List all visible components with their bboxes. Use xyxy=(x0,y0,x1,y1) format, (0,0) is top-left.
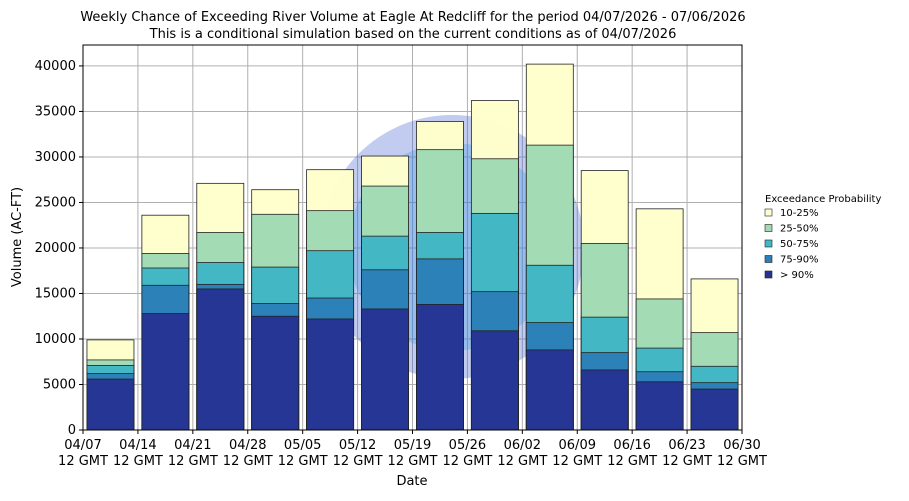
legend-entry-label: 50-75% xyxy=(780,239,819,250)
legend-entry-label: 75-90% xyxy=(780,255,819,266)
legend-entry-label: > 90% xyxy=(780,270,814,281)
x-tick-label: 04/28 xyxy=(229,438,266,453)
x-axis-label: Date xyxy=(396,474,427,489)
x-tick-label: 05/26 xyxy=(449,438,486,453)
bar-segment-90 xyxy=(306,318,355,431)
x-tick-sublabel: 12 GMT xyxy=(278,454,328,469)
x-tick-label: 06/02 xyxy=(504,438,541,453)
legend: Exceedance Probability 10-25% 25-50% 50-75… xyxy=(764,194,881,281)
legend-swatch xyxy=(764,208,773,217)
legend-swatch xyxy=(764,270,773,279)
y-tick-label: 35000 xyxy=(35,104,76,119)
legend-swatch xyxy=(764,224,773,232)
y-tick-label: 10000 xyxy=(35,332,76,347)
bar-segment-90 xyxy=(470,330,519,431)
x-tick-label: 06/30 xyxy=(723,438,760,453)
x-tick-label: 04/21 xyxy=(174,438,211,453)
x-tick-sublabel: 12 GMT xyxy=(717,454,767,469)
x-tick-sublabel: 12 GMT xyxy=(497,454,547,469)
bar-segment-90 xyxy=(251,315,300,431)
chart-subtitle: This is a conditional simulation based o… xyxy=(149,27,677,42)
plot-frame xyxy=(82,44,743,431)
x-tick-label: 06/23 xyxy=(668,438,705,453)
x-tick-label: 06/09 xyxy=(559,438,596,453)
legend-entry-label: 10-25% xyxy=(780,208,819,219)
x-tick-sublabel: 12 GMT xyxy=(168,454,218,469)
legend-title: Exceedance Probability xyxy=(765,194,881,205)
x-tick-sublabel: 12 GMT xyxy=(552,454,602,469)
bar-segment-90 xyxy=(416,303,464,431)
bar-segment-90 xyxy=(580,369,629,431)
x-tick-sublabel: 12 GMT xyxy=(113,454,163,469)
bar-segment-90 xyxy=(525,349,574,431)
y-tick-label: 25000 xyxy=(35,195,76,210)
x-tick-sublabel: 12 GMT xyxy=(607,454,657,469)
bar-segment-90 xyxy=(635,381,684,431)
x-tick-sublabel: 12 GMT xyxy=(662,454,712,469)
x-tick-label: 04/07 xyxy=(64,438,101,453)
x-tick-label: 05/05 xyxy=(284,438,321,453)
x-tick-sublabel: 12 GMT xyxy=(223,454,273,469)
y-tick-label: 20000 xyxy=(35,241,76,256)
bar-segment-90 xyxy=(690,388,739,431)
legend-swatch xyxy=(764,239,773,248)
x-tick-label: 06/16 xyxy=(613,438,650,453)
x-tick-sublabel: 12 GMT xyxy=(333,454,383,469)
x-tick-sublabel: 12 GMT xyxy=(388,454,438,469)
bar-segment-90 xyxy=(141,313,190,431)
x-tick-label: 05/19 xyxy=(394,438,431,453)
bar-segment-90 xyxy=(86,378,135,431)
bar-segment-90 xyxy=(196,288,245,431)
x-tick-sublabel: 12 GMT xyxy=(58,454,108,469)
x-tick-sublabel: 12 GMT xyxy=(442,454,492,469)
x-tick-label: 05/12 xyxy=(339,438,376,453)
y-tick-label: 5000 xyxy=(43,377,76,392)
y-axis-label: Volume (AC-FT) xyxy=(10,187,25,287)
x-tick-label: 04/14 xyxy=(119,438,156,453)
legend-entry-label: 25-50% xyxy=(780,224,819,235)
y-tick-label: 40000 xyxy=(35,59,76,74)
legend-swatch xyxy=(764,255,773,263)
bar-segment-90 xyxy=(361,308,409,431)
chart-title: Weekly Chance of Exceeding River Volume … xyxy=(80,10,745,25)
y-tick-label: 30000 xyxy=(35,150,76,165)
y-tick-label: 0 xyxy=(68,423,76,438)
y-tick-label: 15000 xyxy=(35,286,76,301)
